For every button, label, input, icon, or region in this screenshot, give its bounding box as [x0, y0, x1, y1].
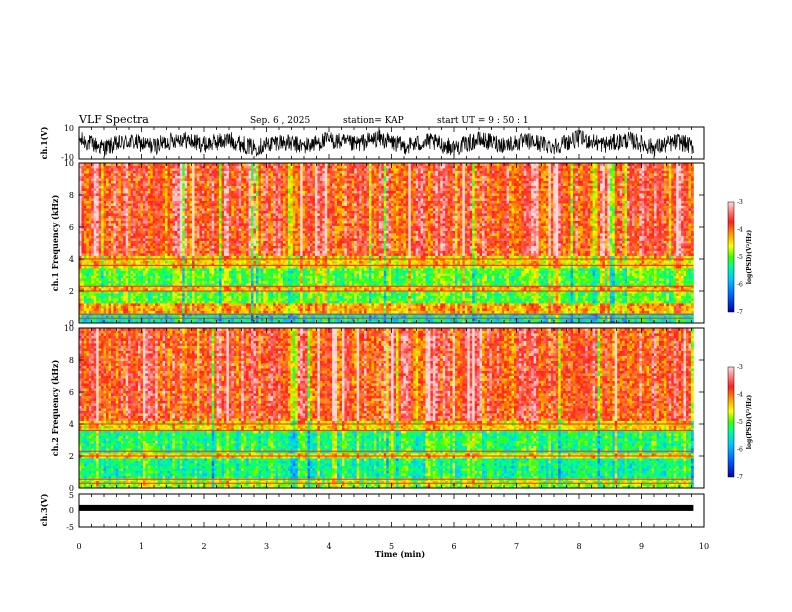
ch2-colorbar — [727, 366, 735, 478]
time-tick-label: 0 — [76, 542, 81, 551]
figure-title: VLF Spectra — [78, 113, 149, 126]
ch1-frequency-yticks: 0 2 4 6 8 10 — [64, 159, 704, 328]
ch1-frequency-ylabel: ch.1 Frequency (kHz) — [50, 195, 60, 292]
ch2-frequency-yticks: 0 2 4 6 8 10 — [64, 324, 704, 493]
time-tick-label: 4 — [326, 542, 331, 551]
frequency-tick-label: 10 — [64, 324, 74, 333]
station-label: station= KAP — [343, 116, 404, 126]
frequency-tick-label: 2 — [69, 452, 74, 461]
ch1-colorbar-label: log(PSD)(V²/Hz) — [746, 230, 753, 285]
colorbar-tick-label: -7 — [737, 474, 743, 481]
time-tick-label: 10 — [699, 542, 709, 551]
ch1-spectrogram — [79, 163, 694, 323]
ch1-colorbar — [727, 201, 735, 313]
ch1-spectrogram-xticks — [78, 163, 705, 323]
start-time-label: start UT = 9 : 50 : 1 — [437, 116, 529, 126]
time-axis-tick-labels: 0 1 2 3 4 5 6 7 8 9 10 — [76, 542, 709, 551]
colorbar-tick-label: -5 — [737, 254, 743, 261]
colorbar-tick-label: -3 — [737, 199, 743, 206]
frequency-tick-label: 4 — [69, 255, 74, 264]
colorbar-tick-label: -3 — [737, 364, 743, 371]
ch1-voltage-xticks — [78, 127, 705, 159]
frequency-tick-label: 10 — [64, 159, 74, 168]
frequency-tick-label: 6 — [69, 223, 74, 232]
date-label: Sep. 6 , 2025 — [250, 116, 310, 126]
colorbar-tick-label: -4 — [737, 392, 743, 399]
ch3-voltage-trace — [79, 504, 694, 511]
ch3-voltage-ylabel: ch.3(V) — [39, 493, 49, 526]
ch2-spectrogram-xticks — [78, 328, 705, 488]
colorbar-tick-label: -7 — [737, 309, 743, 316]
ch3-ytick-mid: 0 — [69, 506, 74, 515]
ch1-colorbar-ticks: -3 -4 -5 -6 -7 — [737, 199, 743, 316]
ch2-spectrogram — [79, 328, 694, 488]
ch2-frequency-ylabel: ch.2 Frequency (kHz) — [50, 360, 60, 457]
ch1-voltage-ylabel: ch.1(V) — [39, 126, 49, 159]
ch3-ytick-top: 5 — [69, 491, 74, 500]
frequency-tick-label: 2 — [69, 287, 74, 296]
ch2-colorbar-ticks: -3 -4 -5 -6 -7 — [737, 364, 743, 481]
ch2-colorbar-label: log(PSD)(V²/Hz) — [746, 395, 753, 450]
colorbar-tick-label: -6 — [737, 282, 743, 289]
time-tick-label: 9 — [639, 542, 644, 551]
ch1-voltage-line — [78, 129, 694, 158]
time-tick-label: 6 — [451, 542, 456, 551]
time-tick-label: 3 — [264, 542, 269, 551]
frequency-tick-label: 6 — [69, 388, 74, 397]
ch1-voltage-panel: 10 -10 ch.1(V) — [39, 124, 705, 162]
frequency-tick-label: 0 — [69, 319, 74, 328]
colorbar-tick-label: -6 — [737, 447, 743, 454]
frequency-tick-label: 8 — [69, 191, 74, 200]
ch3-voltage-panel: 5 0 -5 ch.3(V) — [39, 491, 705, 532]
ch1-ytick-bottom: -10 — [61, 153, 74, 162]
frequency-tick-label: 4 — [69, 420, 74, 429]
time-tick-label: 1 — [139, 542, 144, 551]
ch1-voltage-trace — [78, 129, 694, 158]
time-tick-label: 2 — [201, 542, 206, 551]
ch1-ytick-top: 10 — [64, 124, 74, 133]
time-tick-label: 7 — [514, 542, 519, 551]
colorbar-tick-label: -5 — [737, 419, 743, 426]
frequency-tick-label: 0 — [69, 484, 74, 493]
ch3-voltage-xticks — [78, 494, 705, 527]
time-axis-label: Time (min) — [375, 549, 425, 559]
time-tick-label: 8 — [576, 542, 581, 551]
colorbar-tick-label: -4 — [737, 227, 743, 234]
frequency-tick-label: 8 — [69, 356, 74, 365]
ch3-ytick-bottom: -5 — [66, 523, 74, 532]
time-tick-label: 5 — [389, 542, 394, 551]
